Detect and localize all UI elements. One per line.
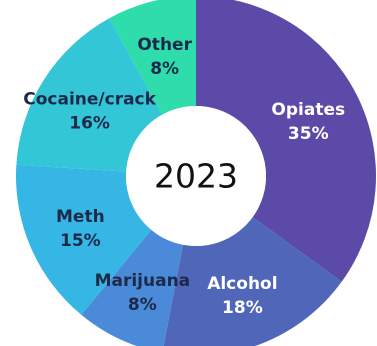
slice-label-meth: Meth 15%	[56, 207, 105, 251]
slice-label-marijuana: Marijuana 8%	[95, 271, 191, 315]
labels-layer: Opiates 35% Alcohol 18% Marijuana 8% Meth 15% Co…	[23, 35, 345, 318]
slice-category-text: Meth	[56, 207, 105, 227]
slice-other	[109, 0, 196, 115]
slice-category-text: Opiates	[271, 100, 345, 120]
slice-label-cocaine-crack: Cocaine/crack 16%	[23, 89, 156, 133]
slice-percent-text: 8%	[150, 59, 179, 79]
slice-category-text: Cocaine/crack	[23, 89, 156, 109]
center-year-label: 2023	[154, 157, 238, 196]
slice-category-text: Other	[137, 35, 192, 55]
slice-percent-text: 15%	[60, 231, 101, 251]
slice-opiates	[196, 0, 376, 282]
slice-category-text: Marijuana	[95, 271, 191, 291]
slice-cocaine-crack	[16, 18, 163, 172]
slice-percent-text: 35%	[288, 124, 329, 144]
slice-percent-text: 8%	[128, 295, 157, 315]
slice-marijuana	[81, 229, 183, 346]
slice-label-alcohol: Alcohol 18%	[207, 274, 277, 318]
center-hole	[126, 106, 266, 246]
slice-label-opiates: Opiates 35%	[271, 100, 345, 144]
slice-percent-text: 18%	[222, 298, 263, 318]
slice-label-other: Other 8%	[137, 35, 192, 79]
slice-category-text: Alcohol	[207, 274, 277, 294]
slices-layer	[15, 0, 376, 346]
slice-percent-text: 16%	[69, 113, 110, 133]
slice-alcohol	[163, 217, 342, 346]
slice-meth	[15, 164, 152, 315]
